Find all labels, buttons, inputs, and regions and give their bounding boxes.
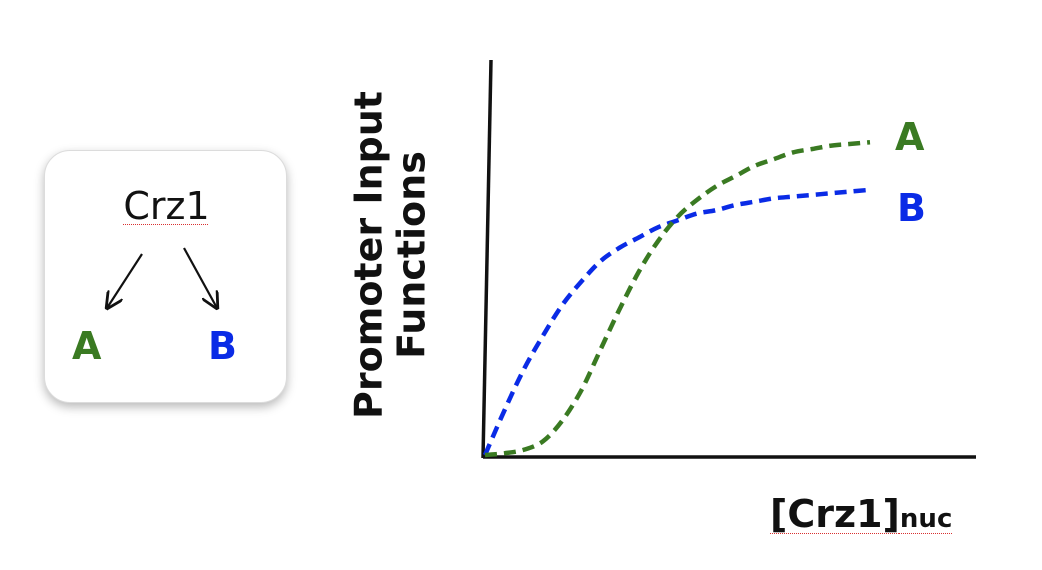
y-axis-label-line-2: Functions — [389, 151, 433, 359]
panel-label-b: B — [208, 324, 237, 368]
x-axis-label-subscript: nuc — [899, 504, 953, 534]
series-a-curve — [484, 139, 871, 458]
crz1-diagram-panel: Crz1 A B — [44, 150, 287, 403]
panel-arrows — [45, 247, 288, 404]
x-axis-label: [Crz1]nuc — [770, 495, 952, 533]
panel-title-text: Crz1 — [123, 184, 210, 228]
y-axis-label: Promoter Input Functions — [346, 75, 433, 435]
y-axis — [481, 59, 493, 459]
series-b-curve — [482, 187, 871, 456]
panel-label-a: A — [72, 324, 102, 368]
curve-label-b: B — [897, 186, 926, 230]
x-axis-label-main: [Crz1] — [770, 492, 900, 536]
y-axis-label-line-1: Promoter Input — [346, 91, 391, 419]
arrow-to-b — [183, 247, 217, 308]
arrow-to-a — [107, 253, 143, 308]
panel-title: Crz1 — [45, 187, 288, 225]
curve-label-a: A — [895, 115, 925, 159]
